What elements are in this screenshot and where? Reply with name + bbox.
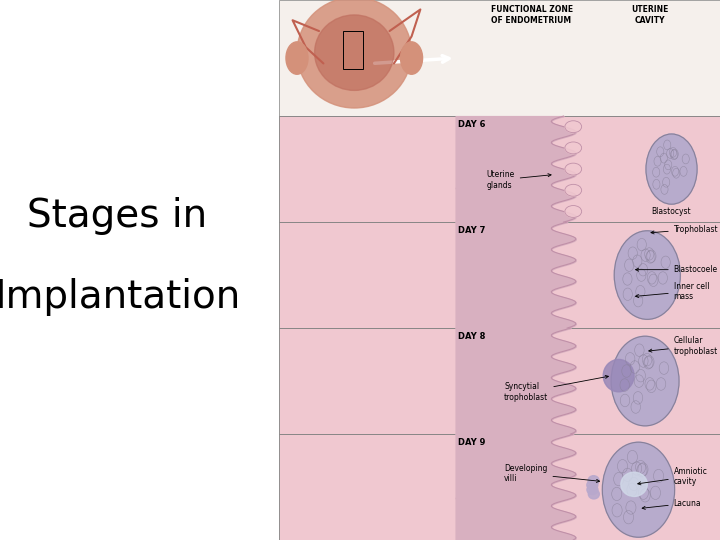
Ellipse shape	[603, 360, 634, 392]
Bar	[279, 434, 720, 540]
Text: UTERINE
CAVITY: UTERINE CAVITY	[631, 5, 668, 25]
Text: FUNCTIONAL ZONE
OF ENDOMETRIUM: FUNCTIONAL ZONE OF ENDOMETRIUM	[491, 5, 573, 25]
Ellipse shape	[297, 0, 412, 108]
Text: Blastocoele: Blastocoele	[636, 265, 718, 274]
Text: Lacuna: Lacuna	[642, 499, 701, 509]
Ellipse shape	[587, 480, 598, 490]
Text: Implantation: Implantation	[0, 278, 240, 316]
Ellipse shape	[614, 231, 680, 319]
Ellipse shape	[400, 42, 423, 74]
Text: Cellular
trophoblast: Cellular trophoblast	[649, 336, 718, 356]
Text: Inner cell
mass: Inner cell mass	[636, 281, 709, 301]
Ellipse shape	[565, 206, 582, 218]
Bar	[279, 328, 720, 434]
Text: Developing
villi: Developing villi	[504, 464, 600, 483]
Bar	[279, 222, 720, 328]
Ellipse shape	[588, 489, 599, 499]
Text: Amniotic
cavity: Amniotic cavity	[638, 467, 708, 486]
Ellipse shape	[588, 476, 599, 485]
Text: Stages in: Stages in	[27, 197, 207, 235]
Bar	[279, 116, 720, 222]
Ellipse shape	[621, 472, 647, 496]
Ellipse shape	[603, 442, 675, 537]
Bar	[343, 31, 363, 69]
Text: DAY 7: DAY 7	[458, 226, 485, 235]
Text: DAY 6: DAY 6	[458, 120, 485, 130]
Text: Blastocyst: Blastocyst	[652, 207, 691, 215]
Text: Syncytial
trophoblast: Syncytial trophoblast	[504, 375, 608, 402]
Ellipse shape	[565, 121, 582, 133]
Text: Trophoblast: Trophoblast	[651, 225, 719, 234]
Bar	[279, 0, 720, 116]
Text: DAY 9: DAY 9	[458, 438, 485, 447]
Ellipse shape	[646, 134, 697, 204]
Ellipse shape	[565, 142, 582, 154]
Ellipse shape	[286, 42, 308, 74]
Text: Uterine
glands: Uterine glands	[487, 170, 551, 190]
Ellipse shape	[611, 336, 679, 426]
Ellipse shape	[587, 485, 598, 495]
Ellipse shape	[565, 163, 582, 175]
Ellipse shape	[565, 184, 582, 196]
Ellipse shape	[315, 15, 394, 90]
Text: DAY 8: DAY 8	[458, 332, 485, 341]
